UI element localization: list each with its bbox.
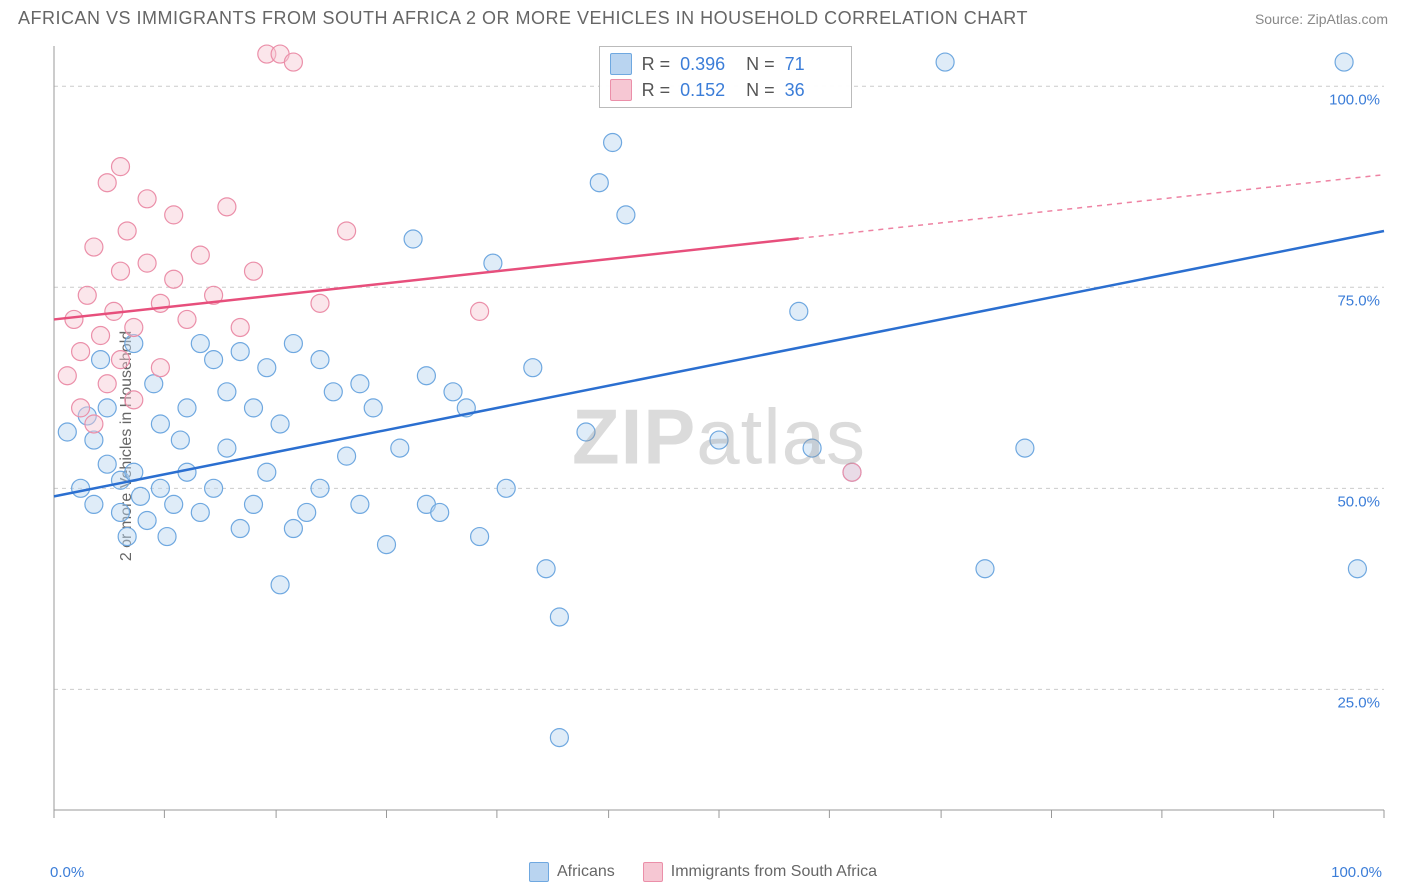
bottom-legend-center: Africans Immigrants from South Africa (529, 862, 877, 882)
stats-swatch-immigrants (610, 79, 632, 101)
legend-item-africans: Africans (529, 862, 615, 882)
r-label-0: R = (642, 54, 671, 75)
bottom-legend: 0.0% Africans Immigrants from South Afri… (0, 862, 1406, 882)
y-tick-label: 50.0% (1337, 494, 1380, 511)
chart-container: AFRICAN VS IMMIGRANTS FROM SOUTH AFRICA … (0, 0, 1406, 892)
n-value-0: 71 (785, 54, 841, 75)
r-value-1: 0.152 (680, 80, 736, 101)
stats-swatch-africans (610, 53, 632, 75)
source-label: Source: ZipAtlas.com (1255, 11, 1388, 27)
legend-label-africans: Africans (557, 863, 615, 881)
legend-swatch-africans (529, 862, 549, 882)
scatter-plot-svg (50, 44, 1388, 830)
legend-item-immigrants: Immigrants from South Africa (643, 862, 877, 882)
y-tick-label: 25.0% (1337, 695, 1380, 712)
r-label-1: R = (642, 80, 671, 101)
n-label-0: N = (746, 54, 775, 75)
stats-row-immigrants: R = 0.152 N = 36 (610, 77, 841, 103)
x-axis-min-label: 0.0% (50, 864, 84, 881)
n-value-1: 36 (785, 80, 841, 101)
stats-legend-box: R = 0.396 N = 71 R = 0.152 N = 36 (599, 46, 852, 108)
legend-swatch-immigrants (643, 862, 663, 882)
stats-row-africans: R = 0.396 N = 71 (610, 51, 841, 77)
plot-area: ZIPatlas R = 0.396 N = 71 R = 0.152 N = … (50, 44, 1388, 830)
r-value-0: 0.396 (680, 54, 736, 75)
n-label-1: N = (746, 80, 775, 101)
title-bar: AFRICAN VS IMMIGRANTS FROM SOUTH AFRICA … (0, 0, 1406, 35)
legend-label-immigrants: Immigrants from South Africa (671, 863, 877, 881)
y-tick-label: 100.0% (1329, 92, 1380, 109)
x-axis-max-label: 100.0% (1331, 864, 1382, 881)
chart-title: AFRICAN VS IMMIGRANTS FROM SOUTH AFRICA … (18, 8, 1028, 29)
y-tick-label: 75.0% (1337, 293, 1380, 310)
